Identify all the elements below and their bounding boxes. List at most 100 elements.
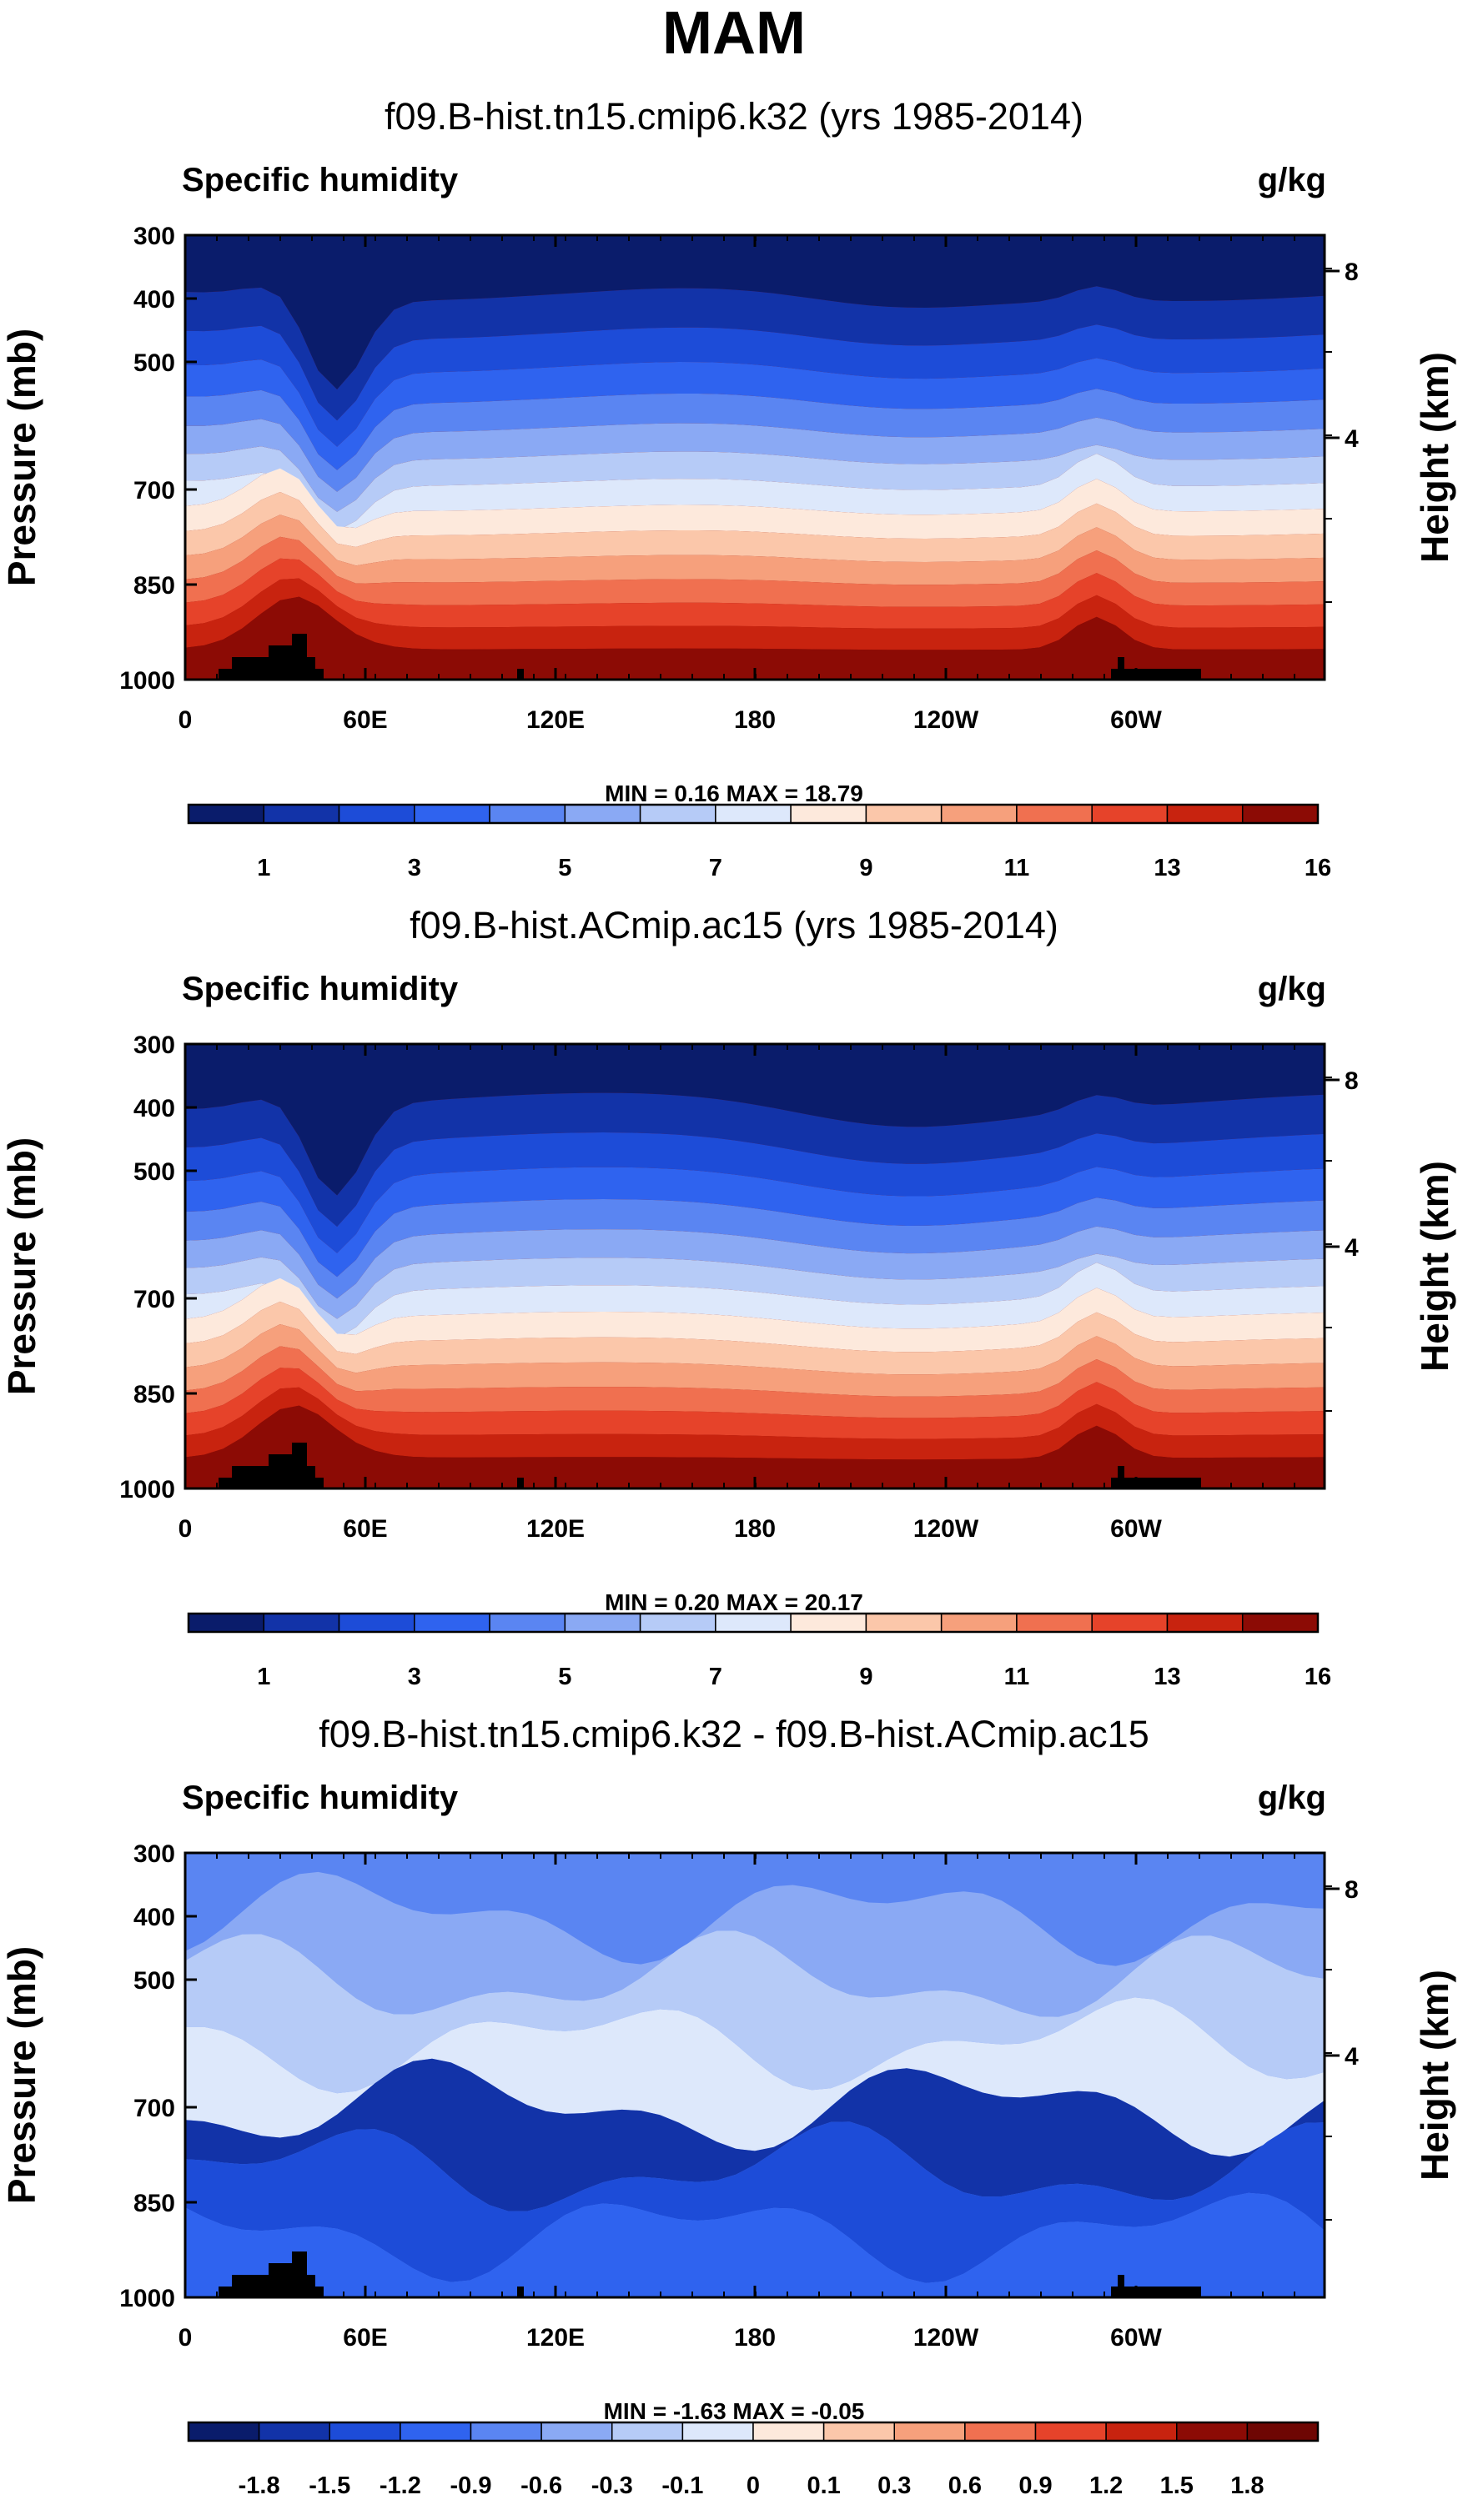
contour-band bbox=[185, 1997, 1325, 2157]
colorbar-label: 9 bbox=[859, 1664, 873, 1690]
x-tick-label: 120E bbox=[526, 1515, 585, 1543]
min-max-label: MIN = 0.16 MAX = 18.79 bbox=[605, 781, 863, 806]
topography-mask bbox=[1111, 1466, 1201, 1488]
colorbar-label: 5 bbox=[558, 855, 572, 881]
contour-band bbox=[185, 578, 1325, 650]
y-tick-label: 850 bbox=[133, 1381, 175, 1408]
contour-band bbox=[185, 596, 1325, 680]
colorbar-label: -1.8 bbox=[238, 2472, 280, 2499]
contour-band bbox=[185, 1301, 1325, 1375]
topography-mask bbox=[517, 2287, 524, 2297]
x-tick-label: 0 bbox=[178, 1515, 193, 1543]
min-max-label: MIN = 0.20 MAX = 20.17 bbox=[605, 1589, 863, 1615]
topography-mask bbox=[219, 634, 324, 680]
contour-band bbox=[185, 235, 1325, 389]
x-tick-label: 120E bbox=[526, 706, 585, 734]
contour-band bbox=[185, 2058, 1325, 2211]
x-tick-label: 180 bbox=[734, 1515, 776, 1543]
colorbar-label: 3 bbox=[407, 1664, 421, 1690]
colorbar-label: 11 bbox=[1003, 855, 1030, 881]
contour-band bbox=[185, 324, 1325, 447]
contour-band bbox=[185, 2192, 1325, 2297]
x-tick-label: 60W bbox=[1110, 706, 1162, 734]
colorbar-frame bbox=[187, 2421, 1320, 2442]
y-tick-label: 300 bbox=[133, 1032, 175, 1059]
x-tick-label: 60E bbox=[343, 1515, 387, 1543]
y-right-axis-label: Height (km) bbox=[1413, 352, 1456, 563]
colorbar-label: 7 bbox=[708, 1664, 722, 1690]
units-label: g/kg bbox=[1257, 162, 1326, 198]
colorbar-label: -0.3 bbox=[591, 2472, 633, 2499]
contour-band bbox=[185, 1092, 1325, 1227]
x-tick-label: 60E bbox=[343, 2324, 387, 2352]
colorbar-label: 5 bbox=[558, 1664, 572, 1690]
colorbar-label: -0.9 bbox=[450, 2472, 492, 2499]
colorbar-label: 7 bbox=[708, 855, 722, 881]
x-tick-label: 120W bbox=[913, 2324, 979, 2352]
x-tick-label: 180 bbox=[734, 706, 776, 734]
contour-band bbox=[185, 1253, 1325, 1338]
topography-mask bbox=[219, 2251, 324, 2297]
colorbar-frame bbox=[187, 803, 1320, 825]
contour-band bbox=[185, 492, 1325, 566]
y-tick-label: 1000 bbox=[119, 1476, 175, 1503]
contour-band bbox=[185, 1167, 1325, 1278]
contour-band bbox=[185, 2121, 1325, 2283]
colorbar-label: 11 bbox=[1003, 1664, 1030, 1690]
colorbar-label: -0.1 bbox=[661, 2472, 704, 2499]
colorbar-label: -0.6 bbox=[520, 2472, 563, 2499]
contour-band bbox=[185, 286, 1325, 421]
y-tick-label: 850 bbox=[133, 2190, 175, 2217]
x-tick-label: 0 bbox=[178, 706, 193, 734]
colorbar-label: 9 bbox=[859, 855, 873, 881]
x-tick-label: 120W bbox=[913, 1515, 979, 1543]
y-right-tick-label: 8 bbox=[1345, 1876, 1359, 1904]
chart-panel-1: f09.B-hist.tn15.cmip6.k32 (yrs 1985-2014… bbox=[0, 93, 1468, 902]
y-tick-label: 700 bbox=[133, 477, 175, 505]
contour-band bbox=[185, 1853, 1325, 1966]
x-tick-label: 60W bbox=[1110, 2324, 1162, 2352]
chart-panel-2: f09.B-hist.ACmip.ac15 (yrs 1985-2014) Spe… bbox=[0, 902, 1468, 1711]
x-tick-label: 0 bbox=[178, 2324, 193, 2352]
y-tick-label: 500 bbox=[133, 1158, 175, 1186]
colorbar-label: 16 bbox=[1304, 855, 1332, 881]
min-max-label: MIN = -1.63 MAX = -0.05 bbox=[603, 2398, 865, 2424]
contour-band bbox=[185, 1871, 1325, 2017]
colorbar-label: 13 bbox=[1154, 1664, 1181, 1690]
units-label: g/kg bbox=[1257, 971, 1326, 1007]
colorbar-label: 16 bbox=[1304, 1664, 1332, 1690]
variable-name: Specific humidity bbox=[182, 971, 459, 1007]
contour-band bbox=[185, 389, 1325, 492]
topography-mask bbox=[1111, 657, 1201, 680]
y-tick-label: 400 bbox=[133, 1904, 175, 1931]
contour-plot: 0 60E 120E 180 120W 60W 300 400 500 700 850 1000 8 4 P… bbox=[0, 1032, 1456, 1634]
contour-band bbox=[185, 1324, 1325, 1397]
contour-band bbox=[185, 1226, 1325, 1319]
panel-title: f09.B-hist.ACmip.ac15 (yrs 1985-2014) bbox=[410, 904, 1058, 946]
y-axis-label: Pressure (mb) bbox=[0, 329, 43, 586]
contour-band bbox=[185, 536, 1325, 607]
y-right-tick-label: 8 bbox=[1345, 1067, 1359, 1095]
topography-mask bbox=[1111, 2275, 1201, 2297]
x-tick-label: 60E bbox=[343, 706, 387, 734]
contour-band bbox=[185, 1368, 1325, 1439]
contour-band bbox=[185, 1044, 1325, 1196]
contour-band bbox=[185, 1132, 1325, 1253]
colorbar-frame bbox=[187, 1612, 1320, 1634]
main-title: MAM bbox=[662, 0, 806, 67]
contour-band bbox=[185, 358, 1325, 470]
y-tick-label: 700 bbox=[133, 2095, 175, 2122]
y-right-tick-label: 4 bbox=[1345, 1234, 1359, 1262]
contour-band bbox=[185, 1930, 1325, 2094]
x-tick-label: 120W bbox=[913, 706, 979, 734]
chart-panel-3: f09.B-hist.tn15.cmip6.k32 - f09.B-hist.A… bbox=[0, 1711, 1468, 2520]
colorbar-label: -1.2 bbox=[379, 2472, 421, 2499]
colorbar-label: 1.5 bbox=[1159, 2472, 1194, 2499]
y-tick-label: 500 bbox=[133, 349, 175, 377]
topography-mask bbox=[219, 1443, 324, 1488]
panel-title: f09.B-hist.tn15.cmip6.k32 - f09.B-hist.A… bbox=[319, 1713, 1149, 1755]
contour-band bbox=[185, 444, 1325, 531]
contour-band bbox=[185, 1387, 1325, 1460]
colorbar-label: 1 bbox=[257, 855, 271, 881]
y-tick-label: 500 bbox=[133, 1967, 175, 1995]
